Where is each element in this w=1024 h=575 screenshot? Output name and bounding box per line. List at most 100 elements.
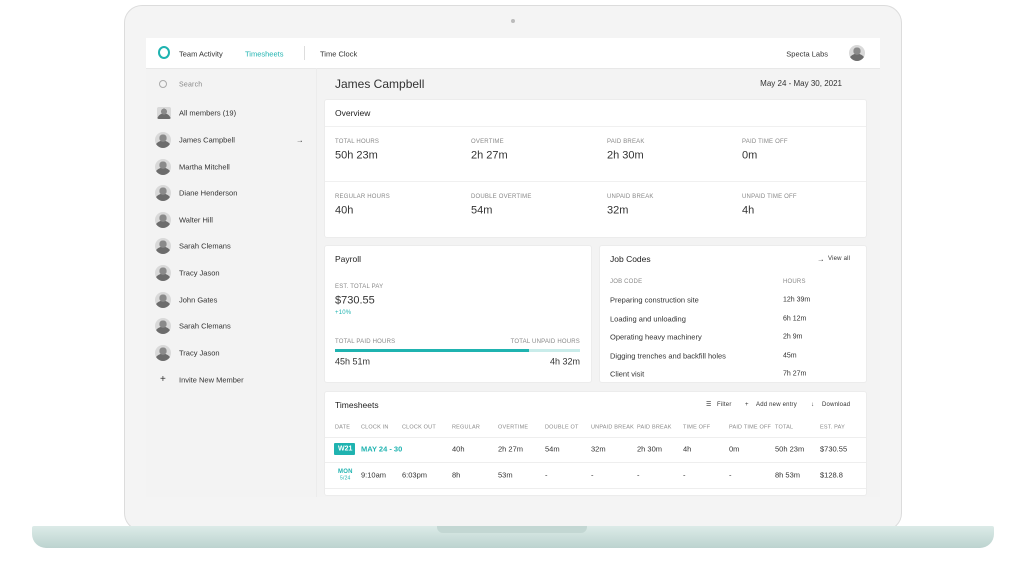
column-header: TIME OFF (683, 424, 711, 431)
metric-label: PAID TIME OFF (742, 139, 788, 145)
table-divider (325, 437, 866, 438)
member-name[interactable]: Walter Hill (179, 215, 213, 225)
member-name[interactable]: Diane Henderson (179, 188, 238, 198)
invite-plus[interactable]: + (160, 374, 166, 385)
search-icon[interactable] (159, 80, 167, 88)
change: +10% (335, 310, 352, 316)
card-title: Job Codes (610, 253, 651, 264)
member-name[interactable]: James Campbell (179, 135, 235, 145)
sidebar-divider (316, 68, 317, 497)
row-cell: 53m (498, 470, 513, 480)
week-total: 40h (452, 444, 465, 454)
nav-tab[interactable]: Timesheets (245, 49, 284, 59)
row-cell: 8h 53m (775, 470, 801, 480)
member-arrow[interactable]: → (296, 135, 304, 145)
job-codes-card (600, 246, 866, 382)
week-total: 54m (545, 444, 560, 454)
metric-value: 32m (607, 204, 629, 217)
metric-label: TOTAL PAID HOURS (335, 339, 396, 345)
user-avatar[interactable] (849, 45, 865, 61)
job-hours: 45m (783, 352, 797, 359)
laptop-base (32, 526, 994, 548)
week-total: 2h 27m (498, 444, 524, 454)
job-code: Operating heavy machinery (610, 332, 702, 342)
job-code: Digging trenches and backfill holes (610, 350, 726, 360)
action-icon[interactable]: + (745, 402, 749, 408)
member-avatar (155, 238, 171, 255)
metric-value: 40h (335, 204, 354, 217)
column-header: PAID TIME OFF (729, 424, 772, 431)
table-divider (325, 488, 866, 489)
company-name[interactable]: Specta Labs (786, 49, 828, 59)
search-input[interactable]: Search (179, 81, 203, 89)
timesheets-card (325, 392, 866, 495)
metric-label: EST. TOTAL PAY (335, 284, 384, 290)
row-cell: - (729, 470, 732, 480)
metric-value: 4h (742, 204, 755, 217)
members-filter[interactable]: All members (19) (179, 108, 237, 118)
member-avatar (155, 291, 171, 308)
nav-tab[interactable]: Team Activity (179, 49, 223, 59)
week-total: 32m (591, 444, 606, 454)
row-cell: 6:03pm (402, 470, 428, 480)
action-icon[interactable]: ↓ (811, 402, 815, 408)
week-total: 4h (683, 444, 692, 454)
action-icon[interactable]: ☰ (706, 402, 712, 408)
camera (511, 19, 515, 23)
member-avatar (155, 158, 171, 175)
job-code: Preparing construction site (610, 295, 699, 305)
view-all-arrow[interactable]: → (817, 254, 825, 264)
nav-tab[interactable]: Time Clock (320, 49, 358, 59)
metric-label: UNPAID BREAK (607, 194, 654, 200)
row-cell: 9:10am (361, 470, 387, 480)
metric-label: DOUBLE OVERTIME (471, 194, 532, 200)
job-hours: 12h 39m (783, 296, 811, 304)
member-avatar (155, 132, 171, 148)
member-avatar (155, 318, 171, 335)
table-action[interactable]: Download (822, 402, 851, 408)
row-cell: - (545, 470, 548, 480)
member-avatar (155, 185, 171, 202)
member-name[interactable]: Sarah Clemans (179, 241, 231, 251)
metric-label: UNPAID TIME OFF (742, 194, 797, 200)
metric-label: TOTAL HOURS (335, 139, 380, 145)
member-name[interactable]: John Gates (179, 294, 218, 304)
row-date: 5/24 (340, 475, 351, 482)
week-total: 2h 30m (637, 444, 663, 454)
member-avatar (155, 265, 171, 281)
invite-member[interactable]: Invite New Member (179, 375, 244, 385)
job-hours: 7h 27m (783, 370, 807, 378)
metric-value: 54m (471, 204, 493, 217)
table-action[interactable]: Filter (717, 402, 732, 408)
column-header: HOURS (783, 279, 806, 285)
week-total: $730.55 (820, 444, 848, 454)
job-hours: 6h 12m (783, 315, 807, 322)
column-header: UNPAID BREAK (591, 424, 634, 431)
card-title: Payroll (335, 253, 361, 264)
week-total: 50h 23m (775, 444, 805, 454)
metric-value: 0m (742, 149, 758, 162)
metric-value: 45h 51m (335, 356, 371, 367)
overview-divider (325, 126, 866, 127)
member-name[interactable]: Tracy Jason (179, 348, 220, 358)
member-name[interactable]: Martha Mitchell (179, 161, 230, 171)
table-action[interactable]: Add new entry (756, 402, 797, 408)
employee-name: James Campbell (335, 77, 425, 91)
card-title: Timesheets (335, 399, 379, 410)
date-range[interactable]: May 24 - May 30, 2021 (760, 79, 842, 88)
laptop-notch (437, 526, 587, 533)
view-all[interactable]: View all (828, 256, 851, 262)
member-avatar (155, 344, 171, 361)
row-cell: 8h (452, 470, 461, 480)
overview-card (325, 100, 866, 237)
row-cell: - (683, 470, 686, 480)
overview-row-divider (325, 181, 866, 182)
job-code: Client visit (610, 369, 645, 379)
member-name[interactable]: Sarah Clemans (179, 321, 231, 331)
week-range: MAY 24 - 30 (361, 444, 403, 454)
group-icon (157, 107, 171, 119)
column-header: JOB CODE (610, 279, 643, 285)
member-name[interactable]: Tracy Jason (179, 268, 220, 278)
payroll-card (325, 246, 591, 382)
